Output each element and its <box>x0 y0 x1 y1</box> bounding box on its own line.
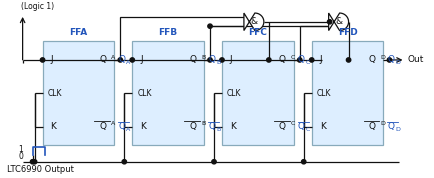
Circle shape <box>309 58 313 62</box>
Text: CLK: CLK <box>227 89 241 98</box>
Text: B: B <box>201 121 205 126</box>
Text: Q: Q <box>278 122 285 131</box>
Text: 0: 0 <box>19 152 23 161</box>
Circle shape <box>345 58 350 62</box>
Text: Q: Q <box>278 56 285 64</box>
Text: CLK: CLK <box>47 89 62 98</box>
Text: C: C <box>305 127 309 132</box>
Text: LTC6990 Output: LTC6990 Output <box>7 165 73 174</box>
Text: CLK: CLK <box>137 89 151 98</box>
Circle shape <box>130 58 134 62</box>
Text: Q: Q <box>189 122 196 131</box>
Polygon shape <box>243 13 263 31</box>
Text: Q: Q <box>297 122 304 131</box>
Circle shape <box>30 160 35 164</box>
Text: FFA: FFA <box>69 28 87 37</box>
Text: D: D <box>395 60 399 65</box>
Text: B: B <box>216 60 220 65</box>
Text: FFD: FFD <box>337 28 357 37</box>
Text: Q: Q <box>368 122 375 131</box>
Text: K: K <box>230 122 235 131</box>
Text: J: J <box>140 56 142 64</box>
Circle shape <box>219 58 224 62</box>
Bar <box>221 41 293 145</box>
Text: Q: Q <box>118 56 125 64</box>
Text: A: A <box>111 121 115 126</box>
Text: Q: Q <box>118 122 125 131</box>
Text: J: J <box>230 56 232 64</box>
Text: (Logic 1): (Logic 1) <box>20 2 54 11</box>
Text: CLK: CLK <box>316 89 330 98</box>
Text: Q: Q <box>368 56 375 64</box>
Text: A: A <box>126 60 130 65</box>
Text: FFC: FFC <box>248 28 267 37</box>
Text: Q: Q <box>207 122 214 131</box>
Text: J: J <box>319 56 322 64</box>
Circle shape <box>40 58 45 62</box>
Polygon shape <box>328 13 348 31</box>
Text: Q: Q <box>99 122 106 131</box>
Text: &: & <box>250 17 257 26</box>
Text: Out: Out <box>407 56 423 64</box>
Circle shape <box>297 58 301 62</box>
Circle shape <box>118 58 122 62</box>
Text: K: K <box>319 122 325 131</box>
Text: Q: Q <box>99 56 106 64</box>
Text: D: D <box>395 127 399 132</box>
Text: A: A <box>126 127 130 132</box>
Text: A: A <box>111 54 115 59</box>
Bar <box>311 41 383 145</box>
Circle shape <box>301 160 305 164</box>
Text: B: B <box>216 127 220 132</box>
Text: Q: Q <box>189 56 196 64</box>
Text: Q: Q <box>297 56 304 64</box>
Circle shape <box>266 58 270 62</box>
Text: K: K <box>50 122 56 131</box>
Text: FFB: FFB <box>158 28 178 37</box>
Text: C: C <box>305 60 309 65</box>
Text: B: B <box>201 54 205 59</box>
Text: Q: Q <box>207 56 214 64</box>
Circle shape <box>32 160 37 164</box>
Text: C: C <box>290 121 294 126</box>
Bar <box>132 41 204 145</box>
Text: Q: Q <box>387 56 394 64</box>
Circle shape <box>386 58 391 62</box>
Circle shape <box>211 160 216 164</box>
Text: J: J <box>50 56 53 64</box>
Text: D: D <box>380 54 385 59</box>
Text: 1: 1 <box>19 145 23 154</box>
Text: &: & <box>334 17 342 26</box>
Bar <box>43 41 114 145</box>
Text: K: K <box>140 122 146 131</box>
Text: Q: Q <box>387 122 394 131</box>
Circle shape <box>122 160 126 164</box>
Text: D: D <box>380 121 385 126</box>
Circle shape <box>207 24 212 28</box>
Text: C: C <box>290 54 294 59</box>
Circle shape <box>327 20 331 24</box>
Circle shape <box>207 58 212 62</box>
